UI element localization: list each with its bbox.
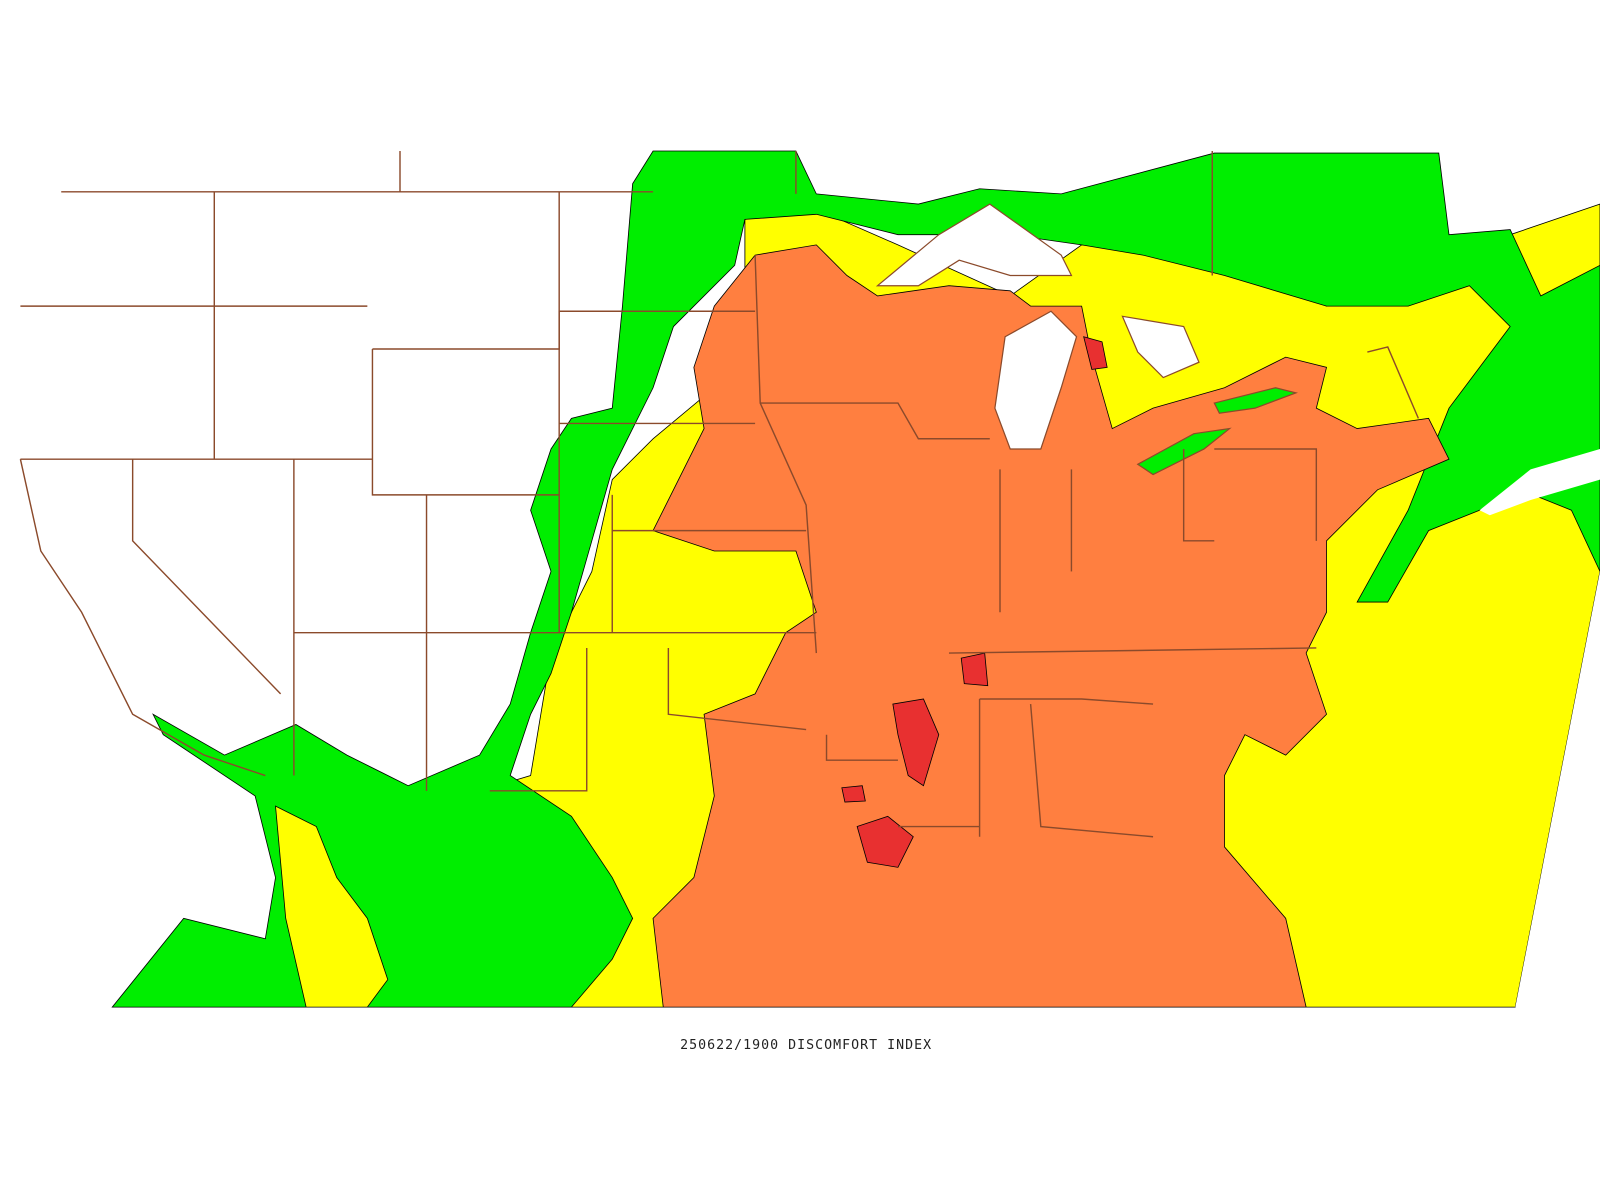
lake: [994, 310, 1078, 450]
ocean: [1479, 448, 1600, 516]
red-zone: [856, 815, 914, 868]
state-boundaries: [19, 151, 1420, 838]
yellow-zone-south: [275, 805, 389, 1008]
map-caption: 250622/1900 DISCOMFORT INDEX: [680, 1038, 932, 1053]
orange-zone: [652, 244, 1450, 1008]
lake: [1121, 315, 1200, 379]
red-zone: [892, 698, 940, 787]
lake: [875, 203, 1073, 287]
red-zone: [1083, 336, 1108, 370]
map-edge: [1515, 571, 1600, 1021]
red-zone: [841, 785, 866, 803]
lake: [1213, 387, 1298, 414]
red-zone: [960, 652, 989, 687]
map-area: [19, 150, 1600, 1021]
green-zone: [111, 150, 1600, 1008]
